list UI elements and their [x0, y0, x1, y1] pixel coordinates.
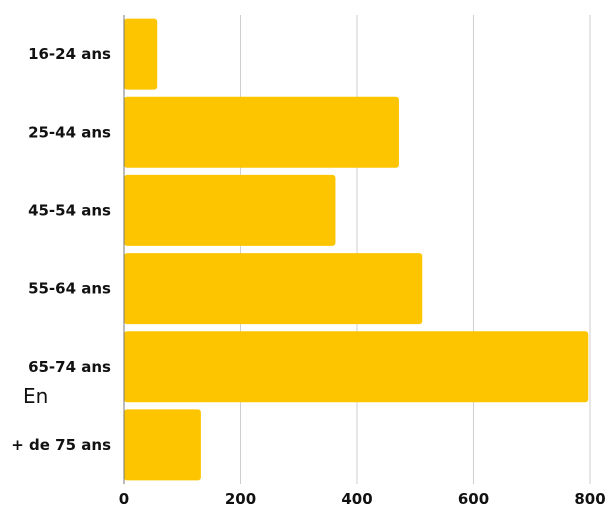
category-label: 65-74 ans [28, 358, 111, 376]
x-tick-label: 200 [225, 490, 256, 508]
bar-55-64-ans [124, 253, 423, 325]
x-tick-label: 600 [458, 490, 489, 508]
bars [124, 18, 589, 481]
annotation-text: En [23, 384, 49, 408]
category-labels: 16-24 ans 25-44 ans 45-54 ans 55-64 ans 65-7… [11, 45, 111, 454]
category-label: 55-64 ans [28, 280, 111, 298]
category-label: 25-44 ans [28, 123, 111, 141]
gridlines [240, 15, 591, 484]
x-tick-label: 0 [119, 490, 129, 508]
bar-25-44-ans [124, 96, 399, 168]
bar-de-75-ans [124, 409, 201, 481]
bar-16-24-ans [124, 18, 158, 90]
category-label: 45-54 ans [28, 201, 111, 219]
x-tick-label: 400 [341, 490, 372, 508]
category-label: 16-24 ans [28, 45, 111, 63]
x-tick-labels: 0 200 400 600 800 [119, 490, 606, 508]
category-label: + de 75 ans [11, 436, 111, 454]
x-tick-label: 800 [574, 490, 605, 508]
bar-45-54-ans [124, 174, 336, 246]
bar-65-74-ans [124, 331, 589, 403]
